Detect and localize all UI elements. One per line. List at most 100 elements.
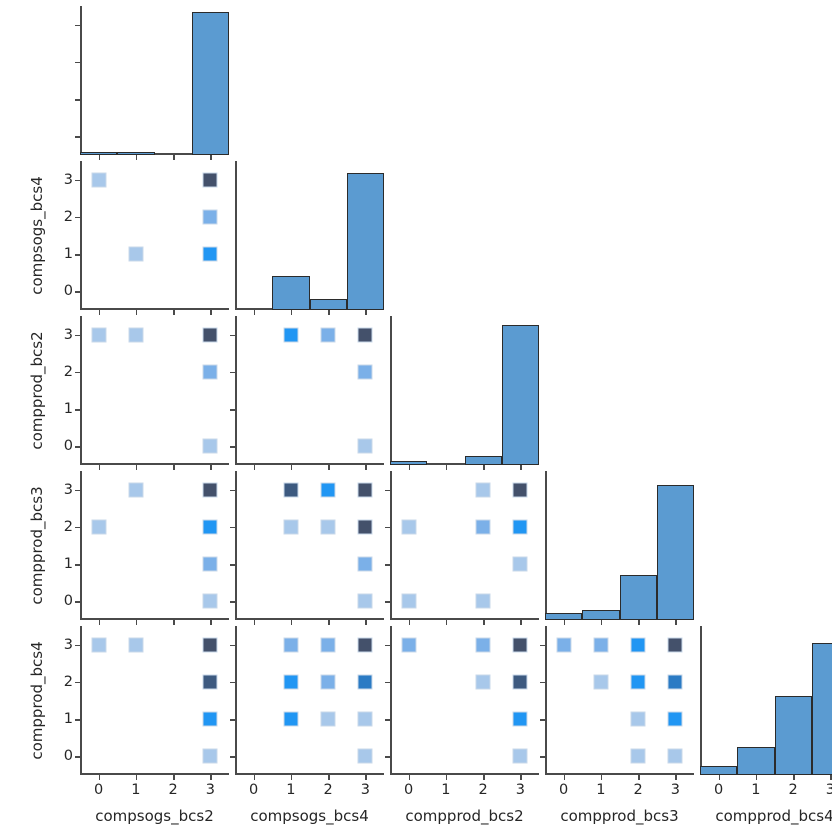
x-axis-label-compprod_bcs3: compprod_bcs3 <box>560 807 679 825</box>
x-tick-label: 1 <box>441 782 451 798</box>
y-tick-mark <box>540 644 545 647</box>
x-tick-mark <box>755 775 758 780</box>
axis-spine-bottom <box>235 773 384 775</box>
x-tick-label: 2 <box>633 782 643 798</box>
histogram-panel-compprod_bcs4 <box>700 626 832 780</box>
axis-spine-left <box>235 626 237 775</box>
x-tick-mark <box>173 155 175 160</box>
x-tick-label: 0 <box>249 782 259 798</box>
y-tick-mark <box>385 681 390 684</box>
scatter-marker <box>357 674 373 690</box>
axis-spine-left <box>80 316 82 465</box>
y-tick-mark <box>75 601 80 603</box>
scatter-marker <box>357 556 373 572</box>
y-tick-label: 0 <box>63 748 73 765</box>
axis-spine-bottom <box>80 618 229 620</box>
scatter-marker <box>667 748 683 764</box>
x-tick-mark <box>600 775 603 780</box>
histogram-bar <box>80 152 118 155</box>
x-tick-mark <box>98 310 101 315</box>
histogram-bar <box>346 173 384 310</box>
histogram-bar <box>700 765 738 775</box>
y-tick-label: 3 <box>63 636 73 653</box>
scatter-marker <box>357 711 373 727</box>
histogram-panel-compprod_bcs2 <box>390 316 539 470</box>
x-tick-mark <box>675 620 677 625</box>
x-tick-mark <box>483 465 485 470</box>
scatter-marker <box>512 556 528 572</box>
scatter-marker <box>91 637 107 653</box>
y-tick-label: 2 <box>63 208 73 225</box>
axis-spine-bottom <box>235 463 384 465</box>
x-tick-mark <box>718 775 721 780</box>
scatter-marker <box>283 327 299 343</box>
y-tick-mark <box>75 719 80 721</box>
y-tick-label: 2 <box>63 518 73 535</box>
scatter-marker <box>357 519 373 535</box>
scatter-marker <box>667 637 683 653</box>
x-tick-mark <box>520 775 522 780</box>
scatter-panel-compsogs_bcs2-vs-compsogs_bcs4 <box>75 161 229 315</box>
y-tick-mark <box>230 489 235 492</box>
x-tick-mark <box>253 775 256 780</box>
y-tick-mark <box>75 446 80 448</box>
scatter-panel-compsogs_bcs2-vs-compprod_bcs2 <box>75 316 229 470</box>
scatter-marker <box>357 748 373 764</box>
scatter-marker <box>202 246 218 262</box>
x-tick-label: 1 <box>131 782 141 798</box>
scatter-marker <box>475 637 491 653</box>
scatter-marker <box>202 209 218 225</box>
scatter-marker <box>202 593 218 609</box>
y-tick-mark <box>75 291 80 293</box>
scatter-marker <box>202 172 218 188</box>
scatter-marker <box>128 637 144 653</box>
scatter-marker <box>320 637 336 653</box>
x-tick-label: 3 <box>515 782 525 798</box>
y-tick-label: 1 <box>63 246 73 263</box>
y-axis-label-compprod_bcs4: compprod_bcs4 <box>28 641 46 760</box>
scatter-marker <box>202 438 218 454</box>
x-tick-label: 2 <box>788 782 798 798</box>
x-tick-mark <box>290 465 293 470</box>
x-tick-label: 3 <box>825 782 832 798</box>
y-tick-mark <box>75 644 80 647</box>
scatter-marker <box>202 711 218 727</box>
y-tick-mark <box>75 489 80 492</box>
histogram-bar <box>464 455 502 465</box>
x-tick-mark <box>365 310 367 315</box>
x-tick-mark <box>328 310 330 315</box>
y-tick-mark <box>540 756 545 758</box>
y-tick-mark <box>75 756 80 758</box>
scatter-marker <box>320 482 336 498</box>
scatter-marker <box>630 674 646 690</box>
scatter-marker <box>401 637 417 653</box>
y-tick-mark <box>75 254 80 256</box>
y-tick-label: 1 <box>63 711 73 728</box>
x-tick-mark <box>563 775 566 780</box>
scatter-panel-compprod_bcs2-vs-compprod_bcs3 <box>385 471 539 625</box>
scatter-panel-compprod_bcs3-vs-compprod_bcs4 <box>540 626 694 780</box>
x-tick-mark <box>290 620 293 625</box>
scatter-marker <box>512 748 528 764</box>
x-tick-mark <box>253 465 256 470</box>
x-tick-mark <box>98 620 101 625</box>
y-tick-mark <box>385 644 390 647</box>
y-tick-mark <box>540 719 545 721</box>
scatter-marker <box>357 637 373 653</box>
axis-spine-left <box>390 471 392 620</box>
scatter-marker <box>202 674 218 690</box>
y-tick-mark <box>75 334 80 337</box>
x-tick-mark <box>328 620 330 625</box>
scatter-marker <box>357 327 373 343</box>
scatter-marker <box>283 519 299 535</box>
x-tick-mark <box>365 775 367 780</box>
x-tick-mark <box>135 620 138 625</box>
y-tick-mark <box>385 526 390 529</box>
axis-spine-left <box>235 161 237 310</box>
x-tick-mark <box>290 310 293 315</box>
scatter-marker <box>320 674 336 690</box>
y-tick-mark <box>75 526 80 529</box>
histogram-panel-compprod_bcs3 <box>545 471 694 625</box>
x-tick-mark <box>830 775 832 780</box>
